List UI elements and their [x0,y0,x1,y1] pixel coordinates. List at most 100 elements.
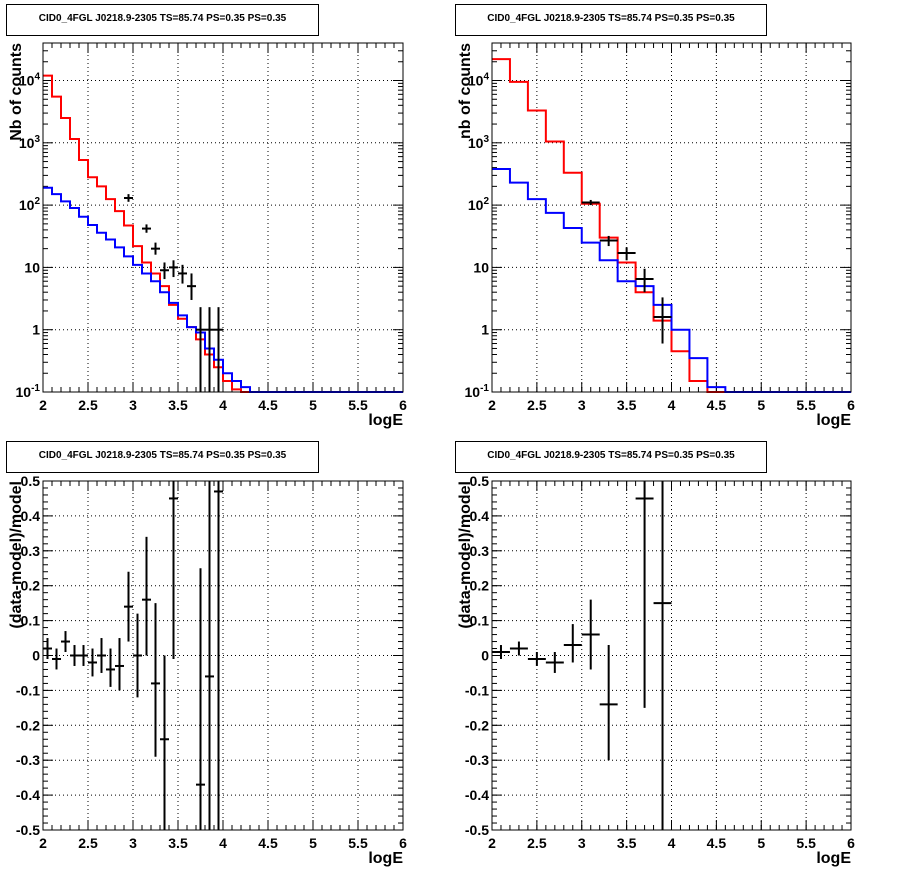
data-point [178,264,187,284]
x-axis-label: logE [368,412,403,429]
x-tick-label: 2 [488,397,496,413]
y-tick-label: 10 [24,259,40,275]
data-point [70,645,79,666]
x-tick-label: 6 [399,835,407,851]
y-tick-label: 10-1 [465,383,490,400]
y-tick-label: 0.1 [21,613,41,629]
x-tick-label: 3.5 [617,397,637,413]
x-tick-label: 2 [39,397,47,413]
x-tick-label: 5 [757,397,765,413]
y-tick-label: -0.4 [465,787,489,803]
panel-1: 2 2.5 3 3.5 4 4.5 5 5.5 610-1110102103104logENb … [8,42,407,429]
y-tick-label: 0.5 [470,473,490,489]
x-tick-label: 6 [399,397,407,413]
x-tick-label: 3 [129,397,137,413]
y-tick-label: 10-1 [16,383,41,400]
data-point [187,273,196,300]
x-tick-label: 4.5 [707,397,727,413]
y-tick-label: 0.5 [21,473,41,489]
x-axis-label: logE [368,850,403,867]
x-axis-label: logE [816,850,851,867]
x-tick-label: 3.5 [168,835,188,851]
x-tick-label: 3.5 [617,835,637,851]
x-tick-label: 6 [847,835,855,851]
x-tick-label: 5.5 [348,397,368,413]
y-tick-label: 0 [481,648,489,664]
data-point [509,641,528,656]
y-tick-label: -0.2 [16,717,40,733]
data-point [653,297,672,344]
x-tick-label: 5 [757,835,765,851]
x-tick-label: 2.5 [527,835,547,851]
x-tick-label: 4.5 [258,397,278,413]
data-point [617,247,636,261]
x-tick-label: 4.5 [707,835,727,851]
data-point [169,260,178,278]
y-tick-label: -0.2 [465,717,489,733]
panel-1-title: CID0_4FGL J0218.9-2305 TS=85.74 PS=0.35 … [6,4,319,36]
data-point [635,268,654,293]
panel-2-title: CID0_4FGL J0218.9-2305 TS=85.74 PS=0.35 … [455,4,767,36]
y-tick-label: 10 [473,259,489,275]
data-point [43,638,52,659]
x-tick-label: 5 [309,835,317,851]
plot-frame [42,42,404,393]
y-tick-label: -0.1 [16,682,40,698]
data-point [599,235,618,247]
x-tick-label: 2 [488,835,496,851]
y-tick-label: 0.2 [470,578,490,594]
y-tick-label: 0.3 [21,543,41,559]
x-tick-label: 3.5 [168,397,188,413]
data-point [88,648,97,677]
data-point [142,536,151,656]
data-point [527,652,546,666]
data-point [106,648,115,687]
data-point [214,481,223,830]
data-point [97,638,106,673]
y-tick-label: 1 [481,322,489,338]
x-tick-label: 2.5 [527,397,547,413]
data-point [160,655,169,830]
data-point [124,194,133,202]
y-tick-label: 0.4 [21,508,41,524]
x-tick-label: 4.5 [258,835,278,851]
panel-3: 2 2.5 3 3.5 4 4.5 5 5.5 6 -0.5 -0.4 -0.3 -0.2 -0.1 0 0.… [8,473,407,867]
y-tick-label: -0.3 [16,752,40,768]
data-point [196,307,205,392]
data-point [124,571,133,642]
y-tick-label: -0.1 [465,682,489,698]
plot-frame [491,480,852,831]
data-point [599,645,618,761]
data-point [653,481,672,830]
x-axis-label: logE [816,412,851,429]
data-point [545,652,564,673]
histogram-series-1 [492,58,851,393]
y-tick-label: -0.4 [16,787,40,803]
y-tick-label: -0.5 [465,822,489,838]
data-point [169,481,178,659]
y-tick-label: 1 [32,322,40,338]
x-tick-label: 6 [847,397,855,413]
data-point [492,645,510,659]
panel-4: 2 2.5 3 3.5 4 4.5 5 5.5 6 -0.5 -0.4 -0.3 -0.2 -0.1 0 0.… [457,473,855,867]
panel-4-title: CID0_4FGL J0218.9-2305 TS=85.74 PS=0.35 … [455,441,767,473]
data-point [61,631,70,653]
data-point [115,638,124,691]
y-axis-label: (data-model)/model [457,481,474,629]
y-tick-label: 0.3 [470,543,490,559]
histogram-series-2 [43,186,403,393]
y-tick-label: 0.2 [21,578,41,594]
x-tick-label: 3 [578,835,586,851]
x-tick-label: 5.5 [348,835,368,851]
x-tick-label: 4 [668,397,676,413]
data-point [79,645,88,666]
data-point [635,481,654,708]
x-tick-label: 4 [219,397,227,413]
y-tick-label: 0 [32,648,40,664]
panel-2: 2 2.5 3 3.5 4 4.5 5 5.5 610-1110102103104logEnb … [457,42,855,429]
x-tick-label: 2.5 [78,397,98,413]
y-axis-label: Nb of counts [8,43,25,141]
plot-frame [42,480,404,831]
data-point [205,481,214,830]
